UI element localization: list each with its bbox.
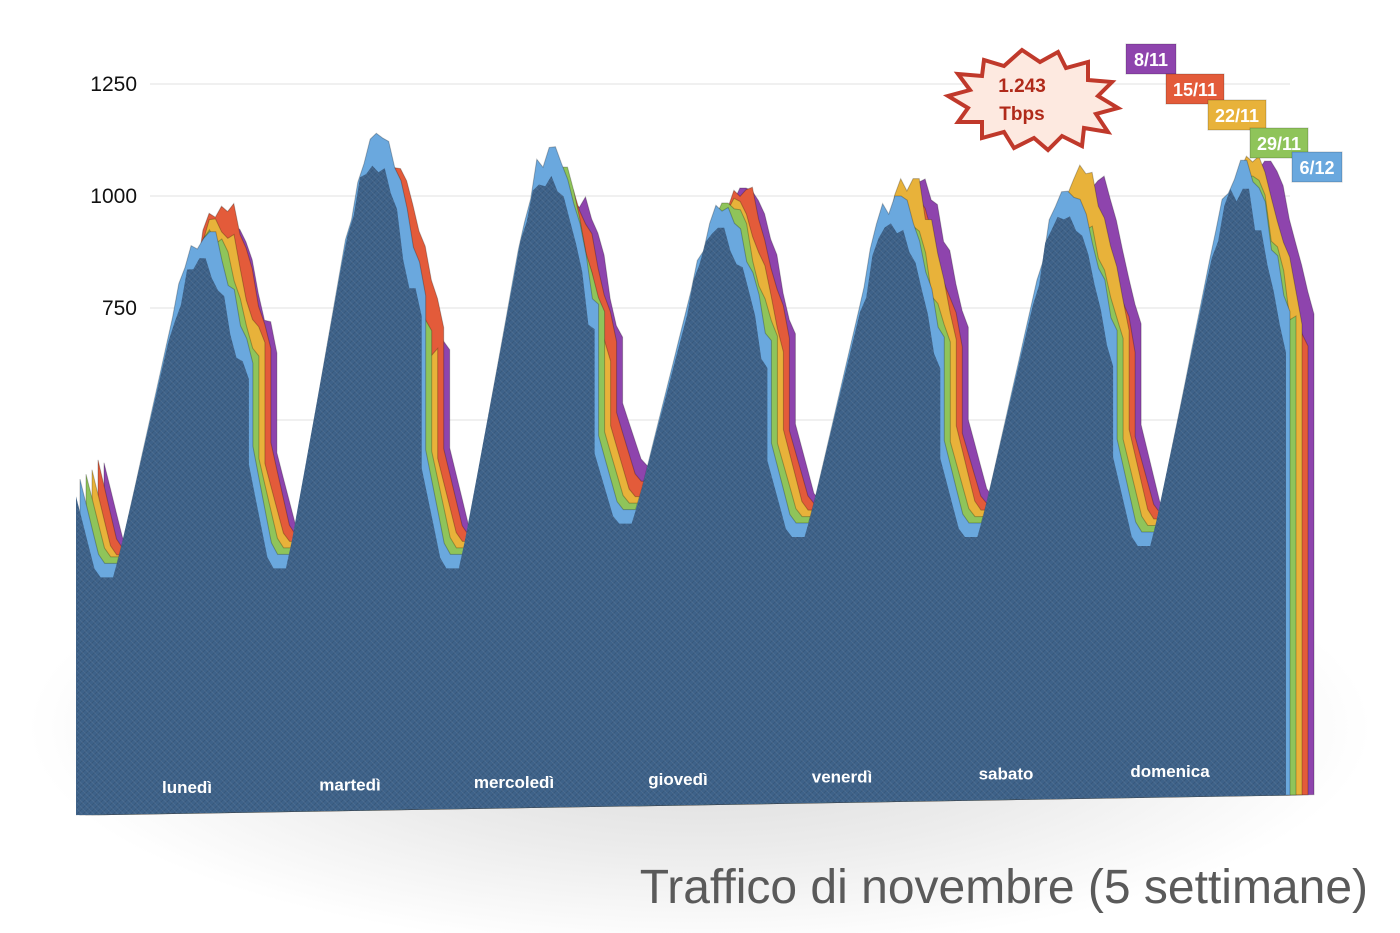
peak-starburst-shape (942, 47, 1124, 153)
day-label: mercoledì (474, 773, 554, 792)
day-label: venerdì (812, 767, 872, 786)
y-tick-label: 1250 (90, 73, 137, 96)
day-label: lunedì (162, 778, 212, 797)
legend-label: 29/11 (1257, 134, 1301, 154)
y-axis: 750 1000 1250 (90, 73, 137, 320)
legend-swatch (1125, 43, 1177, 75)
legend-label: 6/12 (1299, 158, 1334, 178)
front-wall-texture (76, 165, 1286, 816)
day-label: giovedì (648, 770, 708, 789)
y-tick-label: 750 (102, 297, 137, 320)
peak-value-text: 1.243 (998, 76, 1046, 97)
x-axis-day-labels: lunedì martedì mercoledì giovedì venerdì saba… (162, 762, 1210, 797)
legend-swatch (1165, 73, 1225, 105)
legend-label: 22/11 (1215, 106, 1259, 126)
chart-caption: Traffico di novembre (5 settimane) (639, 861, 1368, 914)
legend-label: 8/11 (1134, 50, 1168, 70)
peak-callout: 1.243 Tbps (942, 47, 1124, 153)
legend-swatch (1207, 99, 1267, 131)
peak-unit-text: Tbps (999, 104, 1044, 125)
day-label: domenica (1130, 762, 1210, 781)
legend-label: 15/11 (1173, 80, 1217, 100)
day-label: martedì (319, 776, 380, 795)
legend-swatch (1291, 151, 1343, 183)
series-areas (76, 132, 1315, 816)
y-tick-label: 1000 (90, 185, 137, 208)
day-label: sabato (979, 765, 1034, 784)
